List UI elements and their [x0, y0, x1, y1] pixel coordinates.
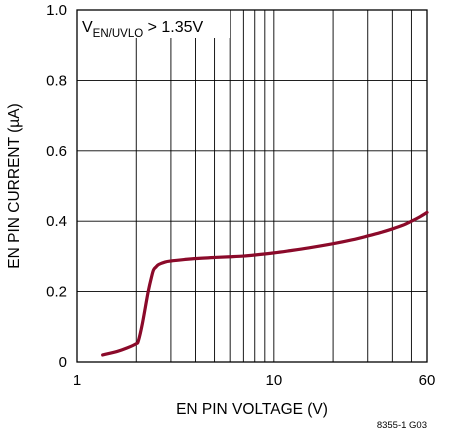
y-tick-label: 0.2 [46, 284, 67, 301]
x-tick-labels: 1 10 60 [73, 372, 436, 389]
grid-layer [77, 10, 427, 362]
x-tick-label: 10 [265, 372, 282, 389]
y-axis-title: EN PIN CURRENT (µA) [6, 103, 23, 268]
annotation-main: V [82, 19, 93, 36]
annotation-background [77, 6, 230, 38]
y-tick-label: 0 [59, 354, 67, 371]
plot-frame [76, 9, 428, 363]
y-tick-labels: 0 0.2 0.4 0.6 0.8 1.0 [46, 2, 67, 371]
annotation-subscript: EN/UVLO [93, 28, 144, 40]
figure-id-footnote: 8355-1 G03 [377, 420, 427, 431]
x-axis-title: EN PIN VOLTAGE (V) [176, 401, 328, 418]
y-tick-label: 0.8 [46, 72, 67, 89]
y-tick-label: 0.4 [46, 213, 67, 230]
annotation-suffix: > 1.35V [143, 19, 203, 36]
x-tick-label: 1 [73, 372, 81, 389]
annotation-condition: VEN/UVLO > 1.35V [82, 19, 204, 40]
series-layer [101, 210, 429, 357]
y-tick-label: 1.0 [46, 2, 67, 19]
series-line [101, 210, 429, 357]
y-tick-label: 0.6 [46, 143, 67, 160]
x-tick-label: 60 [419, 372, 436, 389]
